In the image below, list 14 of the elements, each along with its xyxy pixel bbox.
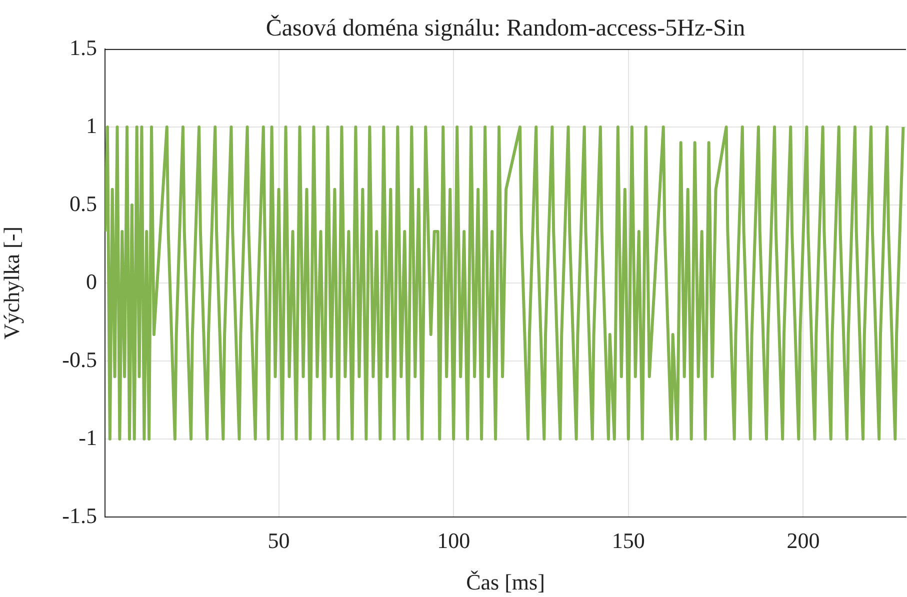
chart-title: Časová doména signálu: Random-access-5Hz-Sin [266,14,746,42]
y-tick-label: -1 [78,424,97,450]
x-tick-label: 50 [268,528,290,553]
x-tick-label: 150 [612,528,645,553]
y-axis-title: Výchylka [-] [0,226,24,340]
x-tick-label: 200 [786,528,820,553]
y-tick-label: -0.5 [62,346,97,372]
x-tick-label: 100 [437,528,470,553]
y-tick-label: 0 [86,268,97,294]
x-axis-title: Čas [ms] [466,570,545,595]
y-tick-label: -1.5 [62,502,97,528]
y-tick-label: 1.5 [70,34,97,60]
y-tick-label: 0.5 [70,190,97,216]
y-tick-label: 1 [86,112,97,138]
